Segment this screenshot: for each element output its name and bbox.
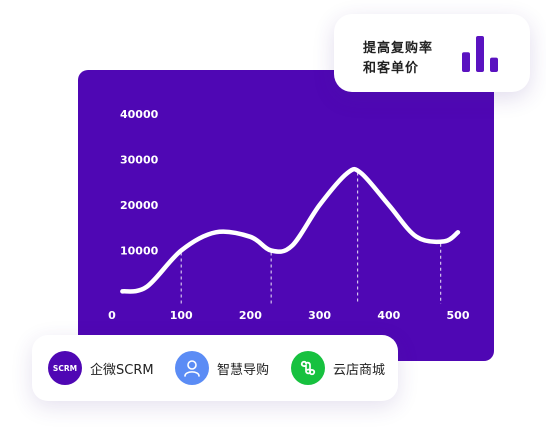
x-tick-label: 300 <box>308 309 331 322</box>
x-tick-label: 0 <box>108 309 116 322</box>
feature-smart-guide[interactable]: 智慧导购 <box>175 350 269 386</box>
scrm-icon-text: SCRM <box>52 363 78 373</box>
feature-bar: SCRM 企微SCRM 智慧导购 云店商城 <box>32 335 398 401</box>
x-tick-label: 100 <box>170 309 193 322</box>
series-line <box>120 166 461 294</box>
y-tick-label: 20000 <box>120 199 159 212</box>
y-tick-label: 40000 <box>120 108 159 121</box>
mini-bar <box>462 52 470 72</box>
mini-bar <box>490 57 498 72</box>
feature-scrm[interactable]: SCRM 企微SCRM <box>48 350 154 386</box>
feature-label: 企微SCRM <box>90 362 154 378</box>
card-title-line1: 提高复购率 <box>363 41 434 56</box>
feature-label: 云店商城 <box>333 362 386 378</box>
scrm-icon: SCRM <box>48 351 82 385</box>
bar-chart-icon <box>462 36 498 72</box>
x-tick-label: 400 <box>377 309 400 322</box>
user-icon <box>175 351 209 385</box>
line-chart-card: 40000 30000 20000 10000 0 100 200 300 400 500 <box>78 70 494 361</box>
y-tick-label: 10000 <box>120 245 159 258</box>
line-chart: 40000 30000 20000 10000 0 100 200 300 400 500 <box>108 108 470 322</box>
x-tick-label: 200 <box>239 309 262 322</box>
mini-bar <box>476 36 484 72</box>
y-tick-label: 30000 <box>120 154 159 167</box>
mini-program-icon <box>291 351 325 385</box>
x-tick-label: 500 <box>447 309 470 322</box>
card-title-line2: 和客单价 <box>363 61 420 76</box>
feature-cloud-mall[interactable]: 云店商城 <box>291 350 385 386</box>
repurchase-card: 提高复购率 和客单价 <box>334 14 530 92</box>
feature-label: 智慧导购 <box>217 362 270 378</box>
